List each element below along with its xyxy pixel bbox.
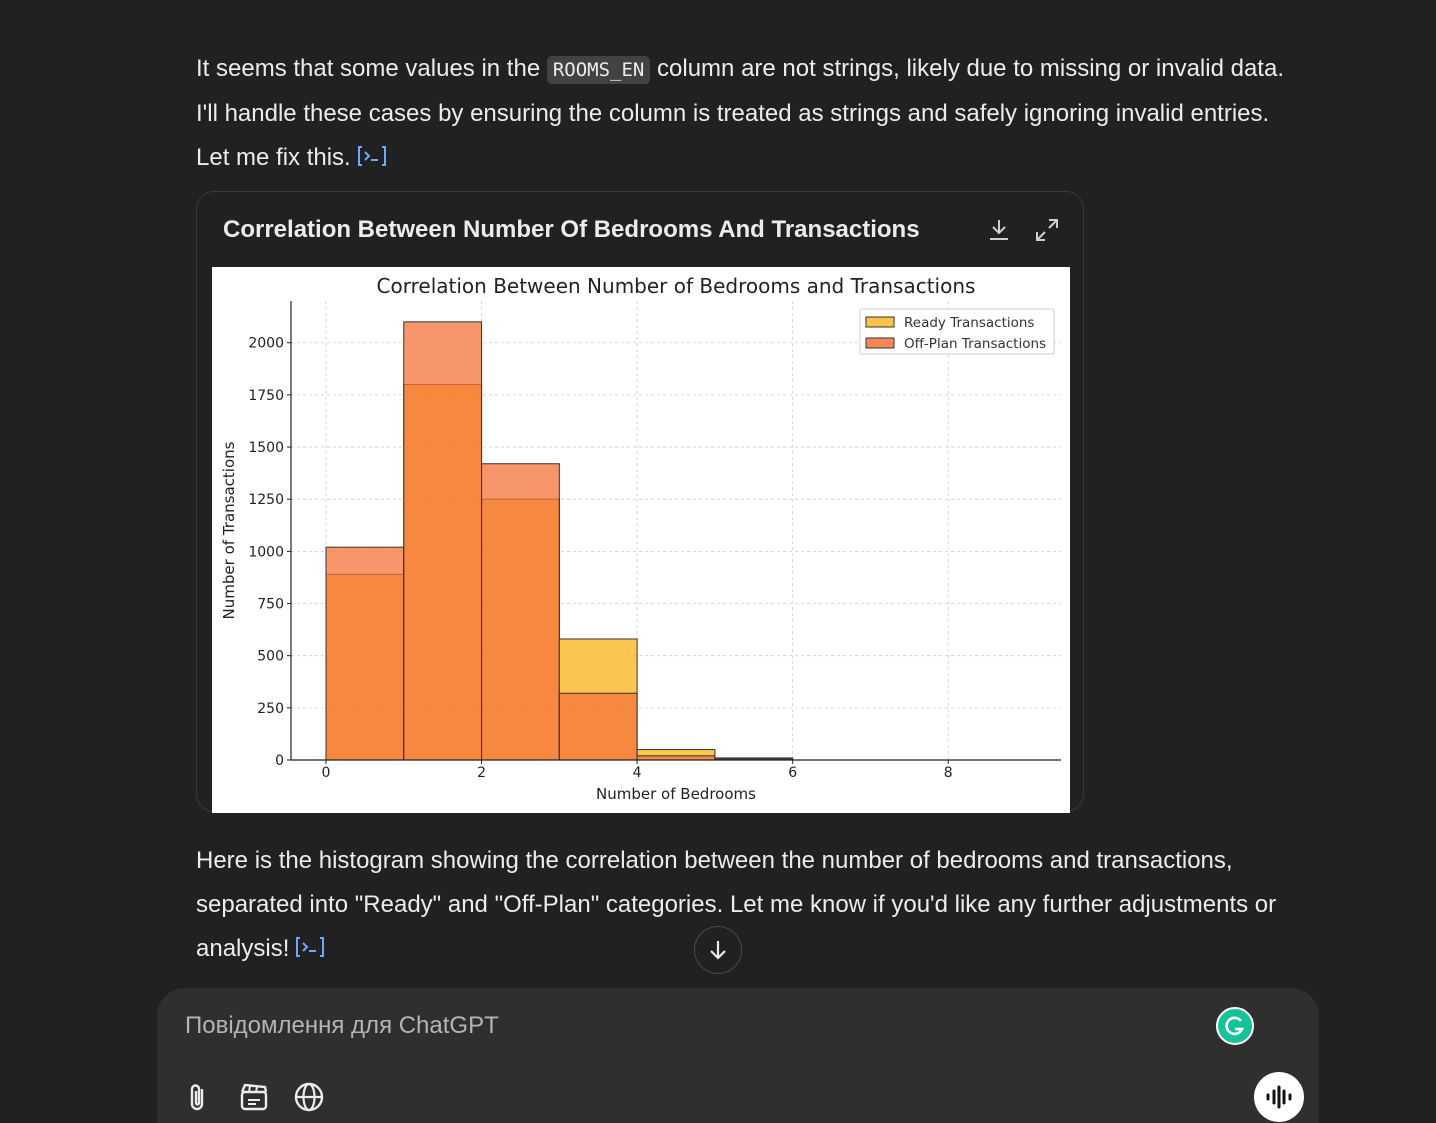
arrow-down-icon xyxy=(710,941,726,960)
message-input[interactable]: Повідомлення для ChatGPT xyxy=(185,1012,499,1039)
assistant-message-1: It seems that some values in the ROOMS_E… xyxy=(196,47,1306,183)
bar-off-plan xyxy=(481,463,560,761)
x-tick-label: 8 xyxy=(944,765,953,781)
x-tick-label: 0 xyxy=(322,765,331,781)
bar-off-plan xyxy=(636,755,716,761)
y-tick-label: 0 xyxy=(275,753,284,769)
expand-icon[interactable] xyxy=(1033,216,1061,244)
canvas-icon[interactable] xyxy=(236,1079,272,1115)
x-tick-label: 2 xyxy=(477,765,486,781)
assistant-message-2: Here is the histogram showing the correl… xyxy=(196,839,1306,974)
download-icon[interactable] xyxy=(985,216,1013,244)
globe-icon[interactable] xyxy=(291,1079,327,1115)
chart-title: Correlation Between Number of Bedrooms a… xyxy=(377,274,976,298)
message-2-text: Here is the histogram showing the correl… xyxy=(196,847,1277,962)
inline-code: ROOMS_EN xyxy=(546,56,651,84)
chart-card-title: Correlation Between Number Of Bedrooms A… xyxy=(223,216,920,243)
view-analysis-icon[interactable] xyxy=(357,139,387,183)
y-tick-label: 1500 xyxy=(248,440,284,456)
x-tick-label: 6 xyxy=(788,765,797,781)
y-tick-label: 750 xyxy=(257,597,284,613)
legend-entry: Off-Plan Transactions xyxy=(904,336,1046,352)
y-axis-label: Number of Transactions xyxy=(220,441,238,619)
chart-image: 0 2 4 6 8 0 250 500 750 1000 1250 1500 1750 2000 Corre… xyxy=(212,267,1070,813)
voice-mode-button[interactable] xyxy=(1254,1072,1304,1122)
y-tick-label: 2000 xyxy=(248,336,284,352)
message-composer[interactable]: Повідомлення для ChatGPT xyxy=(157,988,1319,1123)
voice-icon xyxy=(1266,1085,1292,1109)
chart-card: Correlation Between Number Of Bedrooms A… xyxy=(196,191,1084,813)
y-tick-label: 1750 xyxy=(248,388,284,404)
scroll-down-button[interactable] xyxy=(694,926,742,974)
y-tick-label: 250 xyxy=(257,701,284,717)
legend-swatch xyxy=(865,337,895,349)
histogram-chart: 0 2 4 6 8 0 250 500 750 1000 1250 1500 1750 2000 Corre… xyxy=(220,274,1061,803)
grammarly-icon[interactable] xyxy=(1216,1007,1254,1045)
y-tick-label: 1000 xyxy=(248,544,284,560)
bar-off-plan xyxy=(325,546,405,761)
y-tick-label: 1250 xyxy=(248,492,284,508)
bar-off-plan xyxy=(558,692,638,761)
x-tick-label: 4 xyxy=(633,765,642,781)
y-tick-label: 500 xyxy=(257,649,284,665)
legend-swatch xyxy=(865,316,895,328)
legend-entry: Ready Transactions xyxy=(904,315,1034,331)
legend-box xyxy=(859,308,1055,355)
view-analysis-icon-2[interactable] xyxy=(295,930,325,974)
message-text-before-code: It seems that some values in the xyxy=(196,55,547,82)
message-text-after-code: column are not strings, likely due to mi… xyxy=(196,55,1284,171)
paperclip-icon[interactable] xyxy=(180,1079,216,1115)
bar-off-plan xyxy=(403,321,483,761)
x-axis-label: Number of Bedrooms xyxy=(596,785,756,803)
